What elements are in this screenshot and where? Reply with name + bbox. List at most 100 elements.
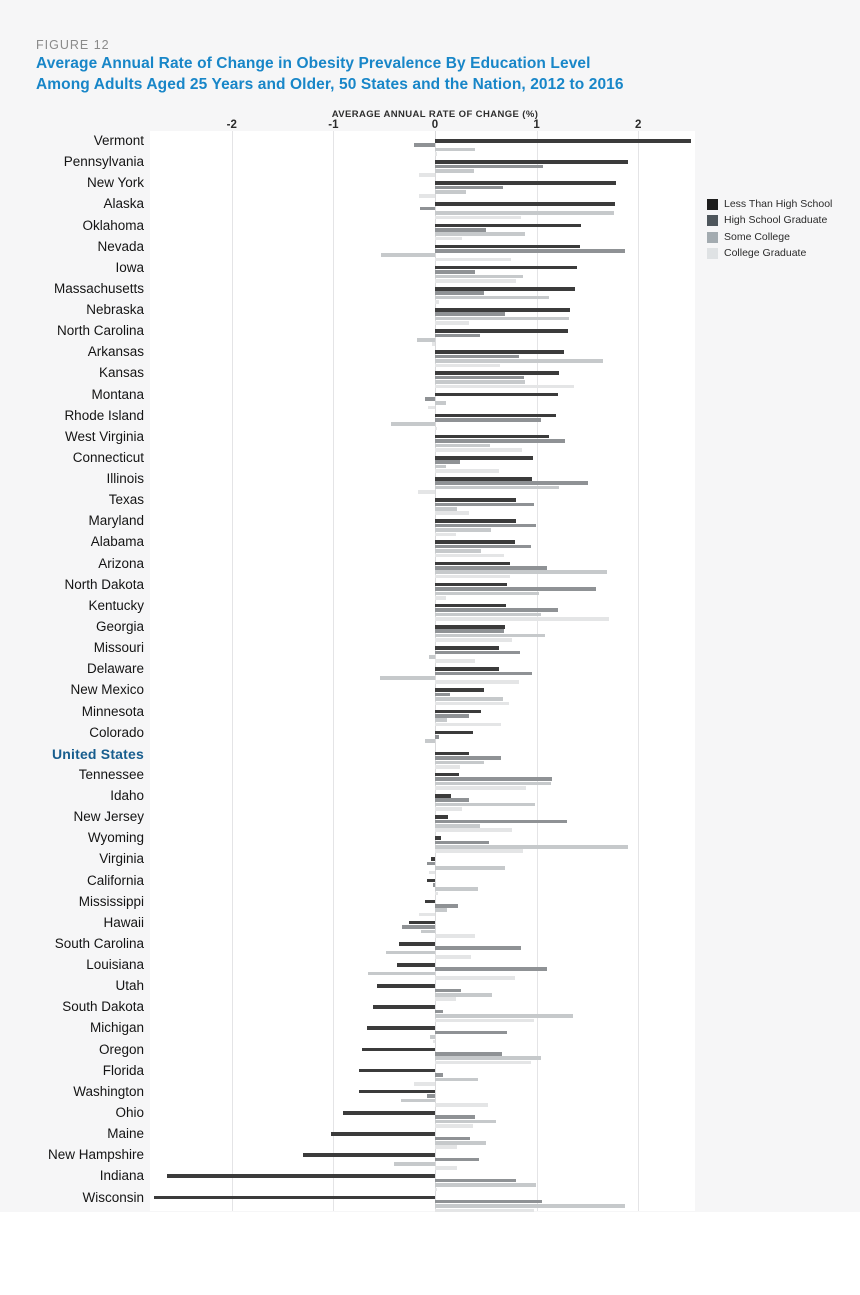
bar-united-states-less-than-high-school [435,751,469,756]
x-tick-label: -1 [328,119,339,131]
bar-texas-less-than-high-school [435,498,517,502]
bar-idaho-some-college [435,802,535,807]
bar-new-hampshire-less-than-high-school [302,1153,435,1157]
bar-massachusetts-high-school-graduate [435,291,484,295]
bar-iowa-college-graduate [435,278,517,283]
bar-washington-college-graduate [435,1103,488,1107]
bar-nebraska-college-graduate [435,321,469,325]
bar-wyoming-some-college [435,845,629,849]
bar-arizona-college-graduate [435,574,511,579]
gridline-1 [536,131,538,1211]
bar-ohio-less-than-high-school [342,1110,435,1115]
bar-south-carolina-less-than-high-school [399,941,435,946]
bar-oregon-some-college [435,1056,541,1060]
bar-south-carolina-college-graduate [435,955,471,959]
row-label-florida: Florida [102,1062,144,1078]
bar-kentucky-less-than-high-school [435,603,507,608]
bar-montana-high-school-graduate [424,396,435,401]
bar-united-states-some-college [435,760,484,765]
x-tick-label: 2 [634,119,642,131]
bar-rhode-island-college-graduate [435,426,438,431]
bar-michigan-some-college [429,1035,435,1039]
bar-mississippi-college-graduate [418,912,435,917]
bar-united-states-high-school-graduate [435,756,502,760]
bar-tennessee-college-graduate [435,786,527,790]
bar-oregon-high-school-graduate [435,1051,503,1056]
row-label-north-carolina: North Carolina [56,323,144,339]
row-label-louisiana: Louisiana [86,957,144,973]
bar-new-mexico-college-graduate [435,701,510,706]
bar-virginia-less-than-high-school [430,857,435,861]
bar-alabama-less-than-high-school [435,540,516,545]
bar-iowa-less-than-high-school [435,265,578,270]
bar-pennsylvania-some-college [435,168,474,173]
bar-idaho-high-school-graduate [435,798,469,803]
bar-louisiana-less-than-high-school [397,963,435,967]
bar-washington-less-than-high-school [358,1089,435,1094]
bar-arkansas-less-than-high-school [435,350,565,354]
bar-new-jersey-high-school-graduate [435,819,568,824]
bar-california-less-than-high-school [426,878,435,883]
gridline-0 [435,131,436,1211]
bar-delaware-college-graduate [435,680,520,685]
bar-north-dakota-college-graduate [435,595,447,600]
bar-new-jersey-college-graduate [435,828,513,832]
bar-maryland-college-graduate [435,532,457,537]
row-label-montana: Montana [91,386,144,402]
bar-connecticut-high-school-graduate [435,460,461,464]
bar-kentucky-college-graduate [435,617,609,621]
legend-swatch-icon [707,215,718,227]
row-label-delaware: Delaware [86,661,144,677]
bar-connecticut-college-graduate [435,469,499,473]
bar-florida-less-than-high-school [358,1068,435,1073]
bar-rhode-island-less-than-high-school [435,413,556,418]
bar-kansas-less-than-high-school [435,371,559,376]
gridline--1 [333,131,335,1211]
bar-utah-some-college [435,993,492,997]
bar-oregon-less-than-high-school [361,1047,435,1052]
bar-michigan-less-than-high-school [366,1026,435,1031]
bar-ohio-some-college [435,1119,496,1124]
bar-south-carolina-some-college [386,950,435,955]
bar-florida-high-school-graduate [435,1073,444,1077]
chart-title-line-1: Average Annual Rate of Change in Obesity… [36,55,591,72]
bar-pennsylvania-college-graduate [418,173,435,177]
bar-hawaii-college-graduate [435,934,475,938]
bar-pennsylvania-less-than-high-school [435,160,629,164]
row-label-west-virginia: West Virginia [64,428,144,444]
bar-south-carolina-high-school-graduate [435,946,522,950]
bar-hawaii-high-school-graduate [402,925,435,929]
row-label-texas: Texas [108,492,144,508]
bar-colorado-less-than-high-school [435,730,473,735]
bar-new-hampshire-some-college [394,1162,435,1166]
bar-minnesota-high-school-graduate [435,713,469,718]
bar-colorado-some-college [424,739,435,744]
bar-iowa-high-school-graduate [435,270,475,274]
bottom-white-strip [0,1212,860,1295]
bar-new-york-less-than-high-school [435,181,616,185]
bar-illinois-college-graduate [417,490,435,494]
bar-idaho-less-than-high-school [435,794,452,798]
row-label-oklahoma: Oklahoma [82,217,144,233]
row-label-arkansas: Arkansas [87,344,144,360]
bar-texas-some-college [435,507,458,511]
bar-maryland-some-college [435,528,491,532]
row-label-south-dakota: South Dakota [62,999,144,1015]
bar-colorado-high-school-graduate [435,735,440,739]
row-label-kentucky: Kentucky [88,597,144,613]
bar-arizona-high-school-graduate [435,566,547,570]
bar-vermont-high-school-graduate [413,143,435,147]
bar-minnesota-less-than-high-school [435,709,481,714]
bar-mississippi-high-school-graduate [435,904,459,908]
bar-nevada-college-graduate [435,257,512,262]
bar-texas-college-graduate [435,511,469,515]
bar-south-dakota-high-school-graduate [435,1009,444,1014]
bar-west-virginia-some-college [435,443,490,448]
bar-delaware-high-school-graduate [435,671,532,676]
bar-texas-high-school-graduate [435,502,534,507]
bar-nevada-some-college [381,253,435,258]
bar-massachusetts-college-graduate [435,300,440,304]
bar-wisconsin-high-school-graduate [435,1199,542,1204]
bar-kansas-some-college [435,380,526,384]
bar-south-dakota-college-graduate [435,1018,534,1023]
